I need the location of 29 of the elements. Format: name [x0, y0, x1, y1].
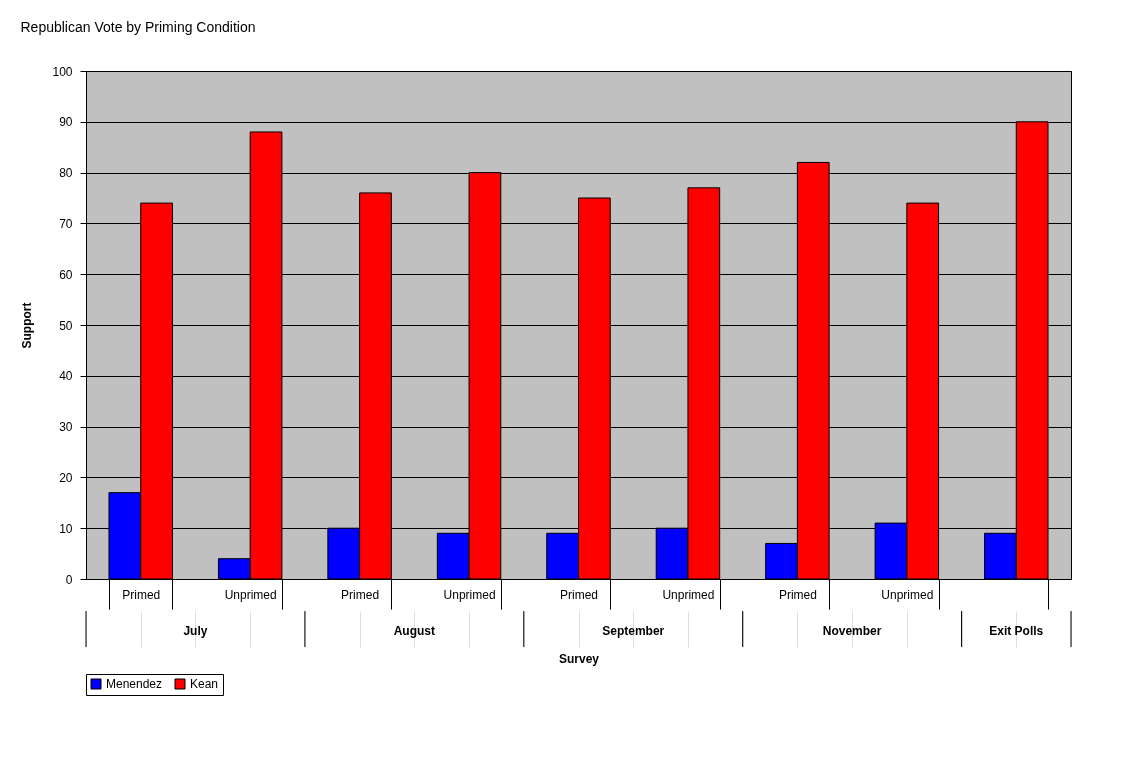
text: July — [183, 623, 208, 638]
text: September — [602, 623, 665, 638]
x-tick-label: Primed — [559, 587, 599, 602]
y-tick-label: 70 — [59, 216, 73, 231]
y-tick-label: 100 — [52, 64, 73, 79]
y-tick-label: 0 — [65, 572, 73, 587]
chart-title: Republican Vote by Priming Condition — [20, 18, 256, 35]
text: November — [822, 623, 882, 638]
x-tick-label: Unprimed — [662, 587, 715, 602]
y-tick-label: 90 — [59, 115, 73, 130]
x-tick-label: Primed — [122, 587, 161, 602]
y-tick-label: 40 — [59, 369, 73, 384]
y-tick-label: 60 — [59, 267, 73, 282]
x-tick-label: Unprimed — [881, 587, 934, 602]
text: August — [393, 623, 435, 638]
y-tick-label: 20 — [59, 470, 73, 485]
x-tick-label: Unprimed — [224, 587, 277, 602]
y-axis-title: Support — [20, 302, 35, 349]
y-tick-label: 30 — [59, 420, 73, 435]
x-tick-label: Primed — [341, 587, 380, 602]
x-tick-label: Primed — [778, 587, 817, 602]
legend-label: Kean — [190, 677, 219, 691]
legend-label: Menendez — [106, 677, 163, 691]
y-tick-label: 10 — [59, 521, 73, 536]
text: Exit Polls — [989, 623, 1044, 638]
y-tick-label: 80 — [59, 166, 73, 181]
y-tick-label: 50 — [59, 318, 73, 333]
x-axis-title: Survey — [558, 651, 600, 666]
x-tick-label: Unprimed — [443, 587, 496, 602]
